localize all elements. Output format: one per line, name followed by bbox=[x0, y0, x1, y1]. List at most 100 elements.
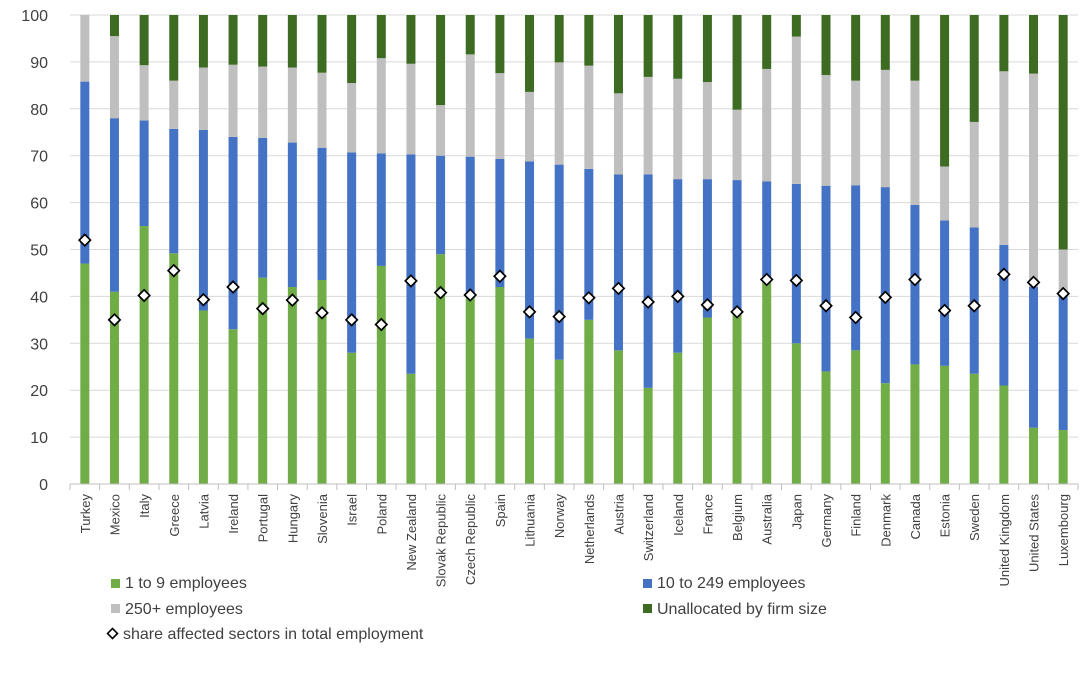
category-label: United Kingdom bbox=[997, 494, 1012, 587]
marker-diamond bbox=[997, 267, 1011, 282]
category-label: Iceland bbox=[671, 494, 686, 536]
marker-diamond bbox=[77, 233, 92, 247]
category-label: United States bbox=[1027, 494, 1042, 573]
legend-swatch-250-plus bbox=[111, 604, 120, 613]
marker-diamond bbox=[404, 274, 418, 288]
marker-diamond bbox=[641, 295, 655, 309]
bar-segment bbox=[762, 282, 772, 484]
bar-segment bbox=[109, 291, 119, 484]
bar-segment bbox=[910, 80, 920, 205]
bar-segment bbox=[169, 128, 179, 254]
bar-segment bbox=[287, 67, 297, 143]
bar-segment bbox=[1058, 249, 1068, 297]
category-label: Slovenia bbox=[315, 493, 330, 544]
marker-diamond bbox=[878, 290, 893, 305]
legend-swatch-10-to-249 bbox=[643, 579, 652, 588]
y-tick-label: 80 bbox=[30, 102, 48, 119]
bar-segment bbox=[1058, 430, 1068, 484]
bar-segment bbox=[258, 277, 268, 484]
bar-segment bbox=[791, 183, 801, 344]
legend-label-250-plus: 250+ employees bbox=[125, 601, 243, 618]
bar-segment bbox=[821, 185, 831, 372]
bar-segment bbox=[465, 294, 475, 484]
bar-segment bbox=[880, 187, 890, 384]
marker-diamond bbox=[493, 269, 507, 284]
bar-segment bbox=[347, 15, 357, 84]
bar-segment bbox=[969, 15, 979, 122]
bar-segment bbox=[554, 359, 564, 484]
marker-diamond bbox=[730, 305, 744, 319]
marker-diamond bbox=[344, 312, 359, 327]
gridlines bbox=[70, 14, 1078, 485]
y-tick-label: 70 bbox=[30, 149, 48, 166]
bar-segment bbox=[228, 15, 238, 65]
marker-diamond bbox=[848, 310, 863, 325]
bar-segment bbox=[287, 142, 297, 288]
bar-segment bbox=[436, 254, 446, 484]
legend-swatch-unallocated bbox=[643, 604, 652, 613]
bar-segment bbox=[643, 15, 653, 77]
category-label: France bbox=[700, 494, 715, 534]
bar-segment bbox=[702, 82, 712, 180]
category-label: Austria bbox=[611, 493, 626, 534]
bar-segment bbox=[258, 15, 268, 67]
marker-diamond bbox=[967, 298, 982, 313]
bar-segment bbox=[584, 15, 594, 66]
category-label: Australia bbox=[760, 493, 775, 544]
category-label: Poland bbox=[374, 494, 389, 534]
bar-segment bbox=[287, 287, 297, 484]
category-label: Ireland bbox=[226, 494, 241, 534]
bar-segment bbox=[317, 72, 327, 148]
bar-segment bbox=[851, 350, 861, 484]
bar-segment bbox=[198, 129, 208, 311]
category-label: Latvia bbox=[196, 493, 211, 528]
marker-diamond bbox=[819, 298, 833, 313]
marker-diamond bbox=[374, 317, 389, 332]
bar-segment bbox=[495, 73, 505, 159]
bar-segment bbox=[880, 69, 890, 188]
bar-segment bbox=[80, 263, 90, 484]
bar-segment bbox=[1029, 15, 1039, 74]
bar-segment bbox=[910, 15, 920, 81]
category-label: Canada bbox=[908, 493, 923, 539]
bar-segment bbox=[643, 387, 653, 484]
bar-segment bbox=[169, 15, 179, 81]
marker-diamond bbox=[255, 301, 270, 316]
bar-segment bbox=[613, 93, 623, 175]
category-label: Italy bbox=[137, 494, 152, 518]
category-label: Slovak Republic bbox=[434, 494, 449, 588]
marker-diamond bbox=[166, 263, 181, 278]
bar-segment bbox=[465, 15, 475, 55]
bar-segment bbox=[702, 317, 712, 484]
legend-label-unallocated: Unallocated by firm size bbox=[657, 601, 827, 618]
legend-label-10-to-249: 10 to 249 employees bbox=[657, 575, 806, 592]
bar-segment bbox=[436, 105, 446, 156]
bar-segment bbox=[228, 329, 238, 484]
marker-diamond bbox=[1026, 275, 1041, 290]
marker-diamond bbox=[463, 288, 478, 302]
bar-segment bbox=[80, 81, 90, 264]
marker-diamond bbox=[196, 292, 211, 307]
bar-segment bbox=[198, 67, 208, 130]
bar-segment bbox=[406, 154, 416, 374]
bar-segment bbox=[613, 350, 623, 484]
bar-segment bbox=[139, 65, 149, 121]
bar-segment bbox=[376, 58, 386, 154]
category-label: Luxembourg bbox=[1056, 494, 1071, 566]
bar-segment bbox=[317, 279, 327, 484]
markers bbox=[77, 233, 1071, 332]
legend-label-share-affected: share affected sectors in total employme… bbox=[123, 626, 424, 643]
bar-segment bbox=[525, 161, 535, 339]
bar-segment bbox=[643, 174, 653, 388]
bar-segment bbox=[1029, 427, 1039, 484]
bar-segment bbox=[584, 168, 594, 320]
bar-segment bbox=[940, 365, 950, 484]
marker-diamond bbox=[1056, 286, 1071, 301]
bar-segment bbox=[643, 76, 653, 175]
bar-segment bbox=[317, 147, 327, 280]
y-tick-label: 50 bbox=[30, 243, 48, 260]
marker-diamond bbox=[908, 272, 922, 287]
legend-label-1-to-9: 1 to 9 employees bbox=[125, 575, 247, 592]
y-tick-label: 20 bbox=[30, 383, 48, 400]
